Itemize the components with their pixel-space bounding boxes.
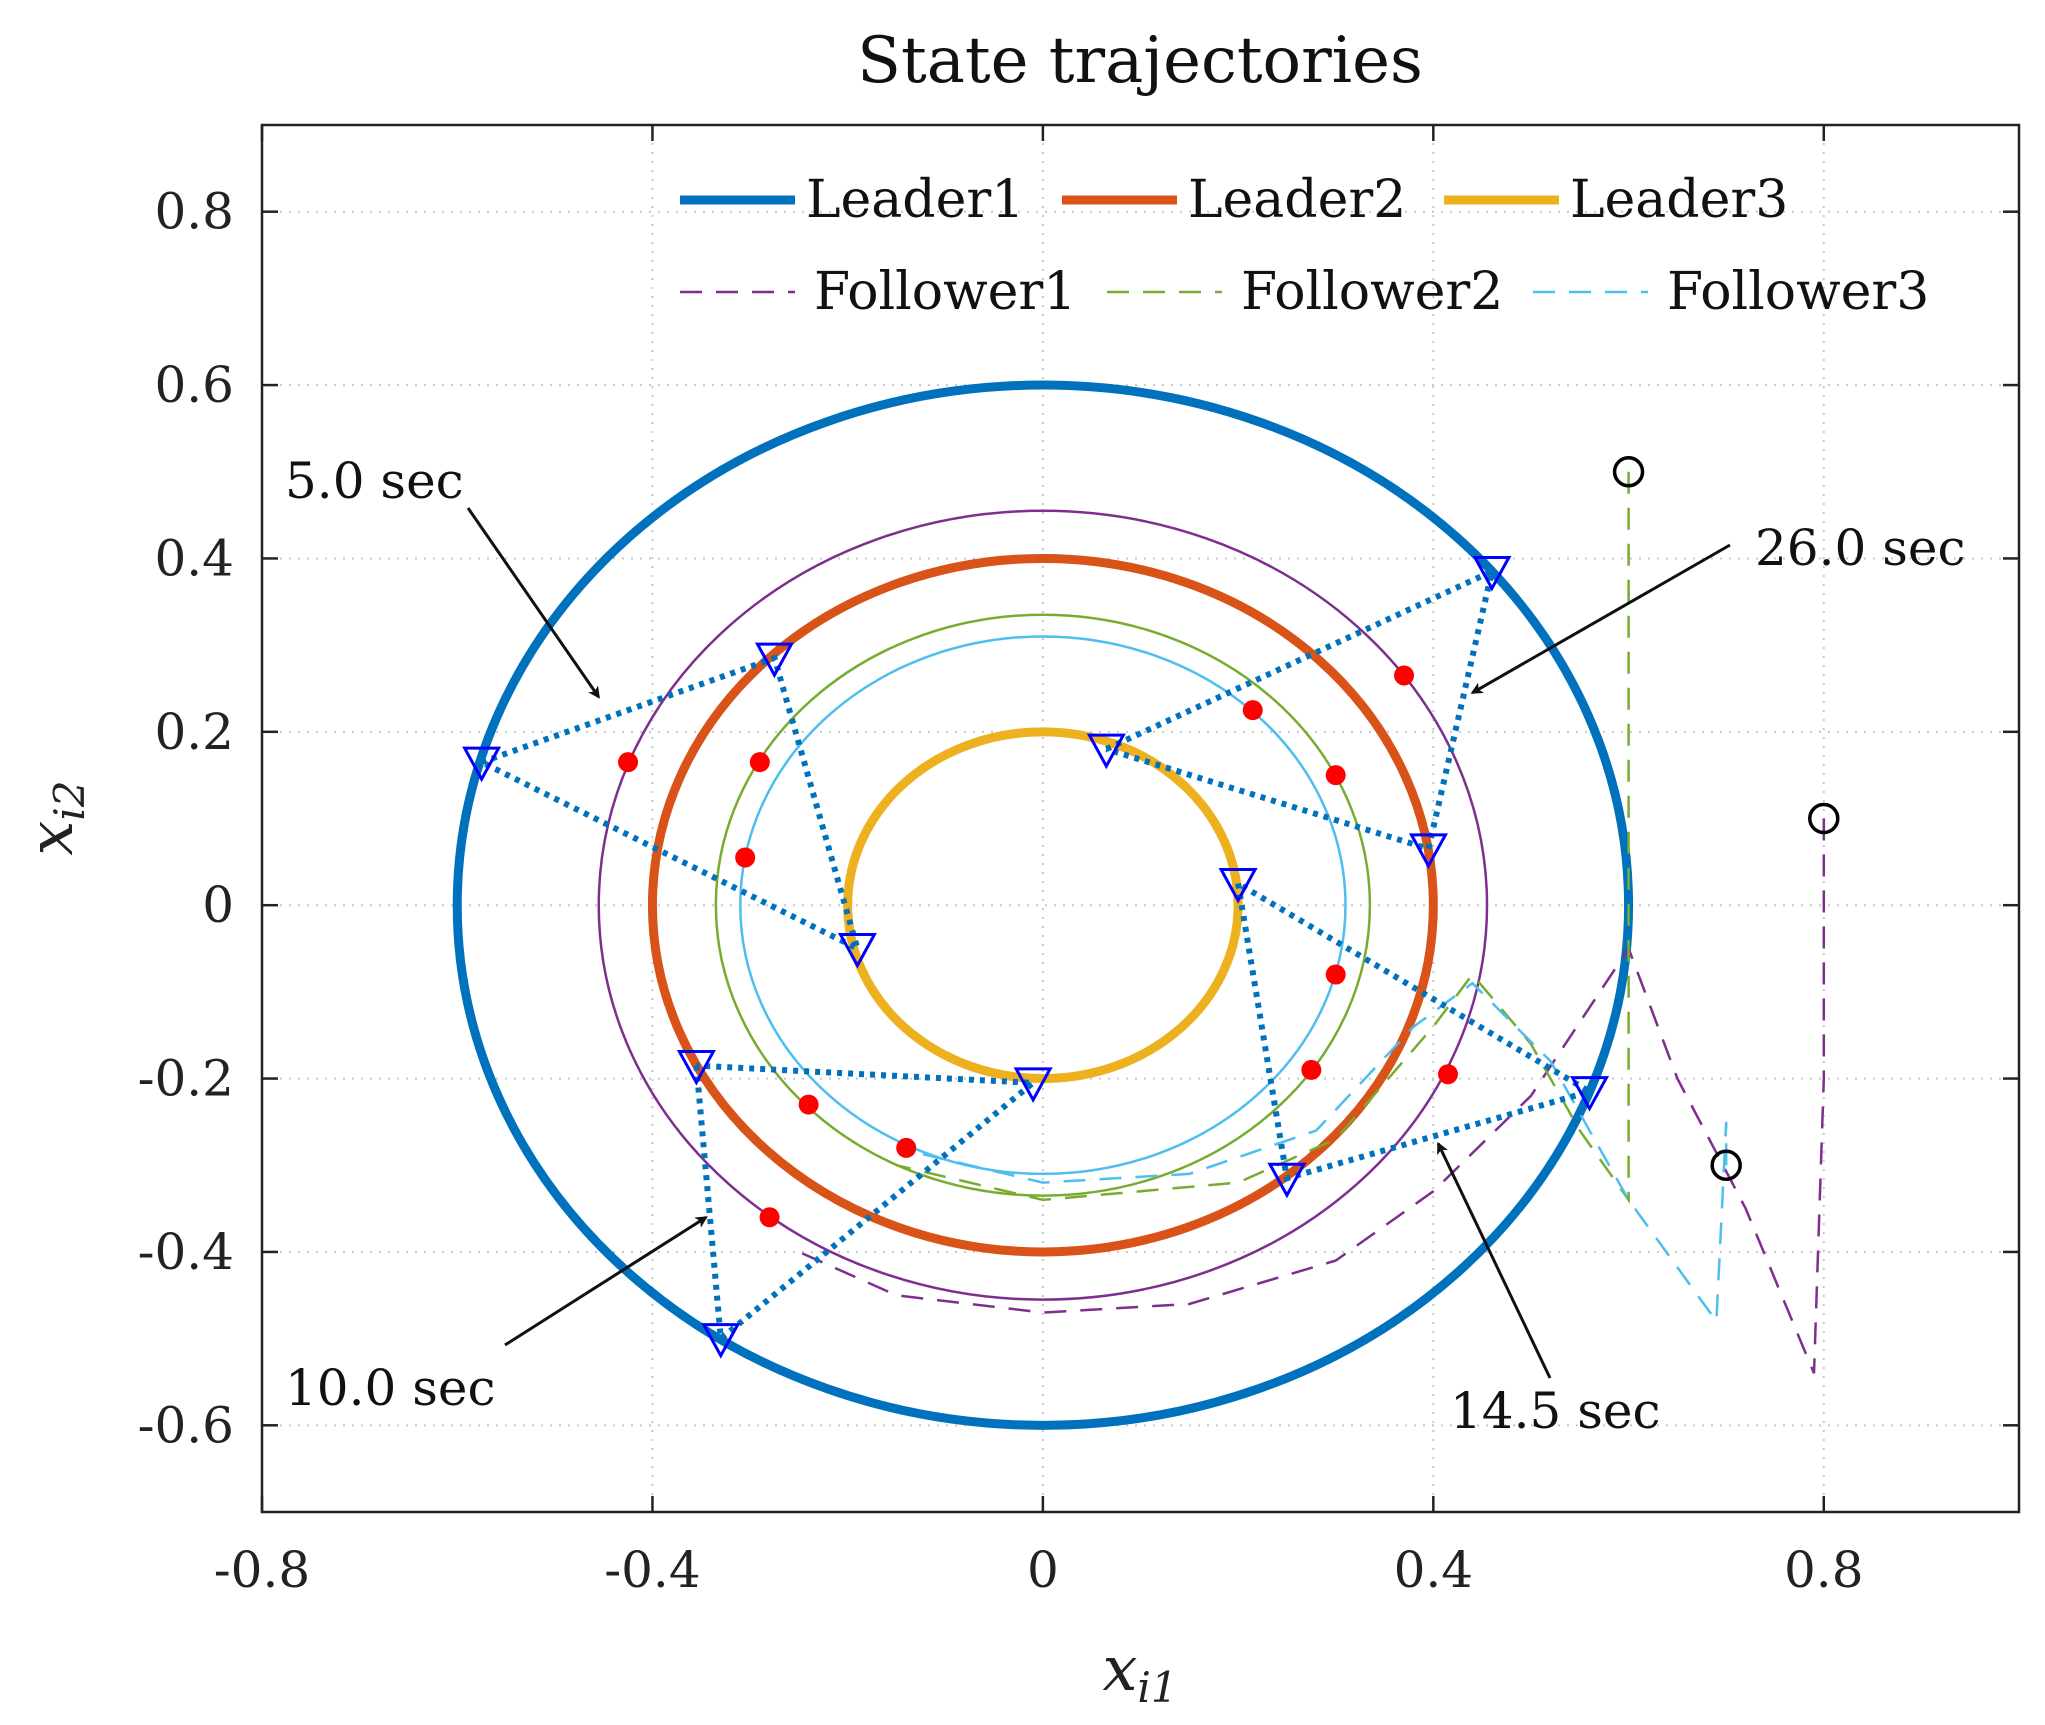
y-tick-label: -0.6 <box>138 1396 234 1454</box>
snapshot-triangle-marker <box>1569 1076 1610 1112</box>
y-tick-label: -0.2 <box>138 1050 234 1108</box>
legend-label-follower2: Follower2 <box>1241 262 1503 322</box>
red-dot-marker <box>1301 1059 1322 1080</box>
legend-label-follower1: Follower1 <box>814 262 1076 322</box>
annotation-10sec-arrow <box>504 1215 708 1347</box>
x-axis-label-sub: i1 <box>1137 1663 1177 1712</box>
y-tick-label: 0.4 <box>154 529 234 587</box>
snapshot-triangle-marker <box>1267 1162 1307 1199</box>
start-circle-marker <box>1612 456 1645 488</box>
grid <box>261 125 2019 1512</box>
red-dot-marker <box>798 1094 819 1115</box>
plot-area <box>452 380 1840 1430</box>
red-dot-marker <box>759 1207 780 1228</box>
red-dot-marker <box>1325 964 1346 985</box>
annotations: 5.0 sec 10.0 sec 14.5 sec 26.0 sec <box>285 452 1965 1440</box>
snapshot-triangle-marker <box>1086 733 1126 770</box>
annotation-5sec-label: 5.0 sec <box>285 452 464 510</box>
annotation-26sec-label: 26.0 sec <box>1755 519 1965 577</box>
leader2-trajectory <box>647 553 1438 1257</box>
snapshot-polygon-3 <box>1105 566 1497 853</box>
start-markers <box>1612 456 1840 1181</box>
follower-transient-1 <box>798 818 1826 1374</box>
red-dot-marker <box>735 847 756 868</box>
snapshot-triangles <box>462 555 1610 1359</box>
snapshot-polygon-0 <box>480 654 863 955</box>
follower-transient-3 <box>896 981 1728 1325</box>
snapshot-triangle-marker <box>754 642 794 679</box>
y-tick-label: 0.8 <box>154 183 234 241</box>
red-dot-marker <box>749 752 770 773</box>
y-tick-label: 0.2 <box>154 703 234 761</box>
snapshot-triangle-marker <box>701 1323 741 1359</box>
snapshot-triangle-marker <box>1013 1067 1053 1104</box>
snapshot-triangle-marker <box>676 1050 716 1086</box>
red-dot-marker <box>1242 700 1263 721</box>
snapshot-triangle-marker <box>1408 833 1448 869</box>
y-axis-label-base: x <box>14 821 87 856</box>
x-axis-label-base: x <box>1102 1632 1137 1705</box>
follower-orbit-3 <box>739 635 1347 1176</box>
annotation-26sec-arrow <box>1470 543 1731 695</box>
snapshot-triangle-marker <box>1218 868 1258 904</box>
legend: Leader1 Leader2 Leader3 Follower1 Follow… <box>680 170 1929 322</box>
snapshot-triangle-marker <box>837 933 877 969</box>
legend-label-leader3: Leader3 <box>1570 170 1788 230</box>
x-tick-label: -0.4 <box>604 1541 700 1599</box>
legend-label-follower3: Follower3 <box>1667 262 1929 322</box>
annotation-10sec-label: 10.0 sec <box>285 1359 495 1417</box>
legend-label-leader2: Leader2 <box>1188 170 1406 230</box>
snapshot-polygon-1 <box>693 1062 1042 1345</box>
annotation-14-5sec-label: 14.5 sec <box>1450 1382 1660 1440</box>
follower-orbit-1 <box>597 509 1489 1301</box>
red-dot-marker <box>1325 765 1346 786</box>
y-axis-label: xi2 <box>14 780 94 855</box>
start-circle-marker <box>1808 802 1840 835</box>
annotation-14-5sec-arrow <box>1436 1141 1552 1379</box>
x-tick-label: 0 <box>1027 1541 1059 1599</box>
snapshot-polygon-2 <box>1235 880 1598 1183</box>
snapshot-triangle-marker <box>462 746 502 783</box>
axes-box <box>260 123 2021 1514</box>
axis-ticks: -0.8 -0.4 0 0.4 0.8 -0.6 -0.4 -0.2 0 0.2 0.4 0.6 0.8 <box>138 125 2019 1599</box>
x-axis-label: xi1 <box>1102 1632 1177 1712</box>
y-tick-label: 0.6 <box>154 356 234 414</box>
x-tick-label: 0.8 <box>1784 1541 1864 1599</box>
red-dot-marker <box>1394 665 1415 686</box>
red-dot-marker <box>896 1137 917 1158</box>
follower-trajectories <box>597 471 1826 1374</box>
x-tick-label: 0.4 <box>1394 1541 1474 1599</box>
follower-orbit-2 <box>714 613 1372 1197</box>
red-dots <box>618 665 1458 1228</box>
chart-title: State trajectories <box>857 24 1423 98</box>
start-circle-marker <box>1710 1149 1742 1181</box>
red-dot-marker <box>1437 1064 1458 1085</box>
y-tick-label: -0.4 <box>138 1223 234 1281</box>
follower-transient-2 <box>896 471 1630 1204</box>
annotation-5sec-arrow <box>466 507 600 699</box>
red-dot-marker <box>618 752 639 773</box>
x-tick-label: -0.8 <box>214 1541 310 1599</box>
leader3-trajectory <box>843 727 1243 1084</box>
y-axis-label-sub: i2 <box>45 780 94 820</box>
snapshot-triangle-marker <box>1472 555 1512 592</box>
y-tick-label: 0 <box>202 876 234 934</box>
legend-label-leader1: Leader1 <box>806 170 1024 230</box>
